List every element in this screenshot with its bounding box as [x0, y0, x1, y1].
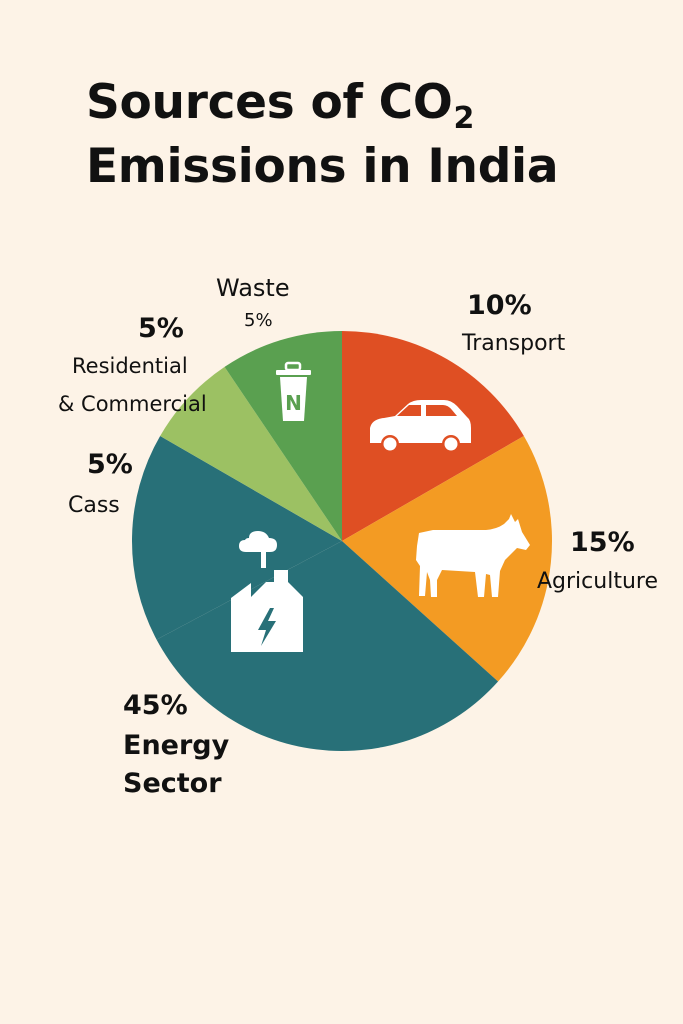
slice-waste: [224, 331, 342, 541]
label-transport-name: Transport: [462, 331, 566, 356]
cow-icon: [416, 514, 530, 597]
title-subscript: 2: [453, 101, 475, 136]
label-residential-name-1: Residential: [72, 354, 188, 378]
pie-slices: [131, 331, 553, 752]
trash-bin-icon: N: [276, 361, 311, 421]
factory-icon: [231, 531, 303, 652]
label-agriculture-name: Agriculture: [537, 569, 658, 594]
label-cass-percent: 5%: [87, 449, 133, 480]
slice-residential-commercial: [160, 366, 342, 541]
label-residential-percent: 5%: [138, 313, 184, 344]
title-line-2: Emissions in India: [86, 139, 559, 194]
label-energy-name-1: Energy: [123, 730, 230, 761]
label-residential-name-2: & Commercial: [58, 392, 207, 416]
label-waste-percent: 5%: [244, 310, 273, 331]
label-transport-percent: 10%: [467, 290, 532, 321]
slice-cass: [131, 436, 342, 640]
label-cass-name: Cass: [68, 493, 120, 518]
title-line-1: Sources of CO2: [86, 74, 558, 138]
label-energy-percent: 45%: [123, 690, 188, 721]
chart-title: Sources of CO2 Emissions in India: [86, 74, 559, 196]
label-energy-name-2: Sector: [123, 768, 222, 799]
svg-text:N: N: [285, 391, 302, 415]
slice-energy-sector: [156, 541, 499, 752]
label-waste-name: Waste: [216, 274, 290, 302]
label-agriculture-percent: 15%: [570, 527, 635, 558]
car-icon: [370, 400, 471, 453]
title-text: Sources of CO: [86, 75, 453, 130]
